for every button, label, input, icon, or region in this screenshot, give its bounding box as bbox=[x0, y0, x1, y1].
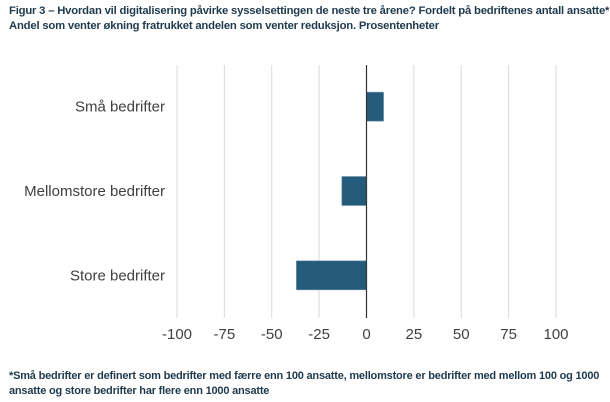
x-tick-label: 100 bbox=[543, 326, 568, 343]
x-tick-label: -50 bbox=[261, 326, 283, 343]
x-tick-label: 0 bbox=[362, 326, 370, 343]
title-line-1: Figur 3 – Hvordan vil digitalisering påv… bbox=[9, 5, 610, 17]
bar bbox=[296, 260, 367, 291]
bar bbox=[341, 176, 367, 206]
x-tick-label: -25 bbox=[308, 326, 330, 343]
footnote-line-2: ansatte og store bedrifter har flere enn… bbox=[9, 385, 270, 397]
category-label: Store bedrifter bbox=[70, 267, 165, 284]
footnote-line-1: *Små bedrifter er definert som bedrifter… bbox=[9, 370, 600, 382]
figure-title: Figur 3 – Hvordan vil digitalisering påv… bbox=[9, 4, 610, 34]
x-tick-label: 50 bbox=[453, 326, 470, 343]
x-tick-label: 25 bbox=[406, 326, 423, 343]
x-tick-label: -75 bbox=[214, 326, 236, 343]
category-label: Små bedrifter bbox=[75, 99, 165, 116]
category-label: Mellomstore bedrifter bbox=[24, 183, 165, 200]
x-tick-label: 75 bbox=[500, 326, 517, 343]
title-line-2: Andel som venter økning fratrukket andel… bbox=[9, 20, 439, 32]
footnote: *Små bedrifter er definert som bedrifter… bbox=[9, 369, 609, 399]
bar-chart: -100 -75 -50 -25 0 25 50 75 100 Små bedrifter Mell… bbox=[24, 65, 569, 343]
x-tick-label: -100 bbox=[162, 326, 192, 343]
bar bbox=[366, 91, 384, 122]
